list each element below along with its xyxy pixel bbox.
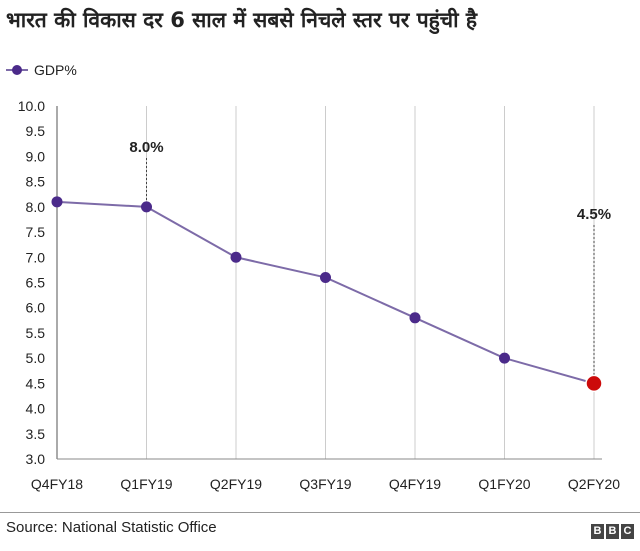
legend-label: GDP% <box>34 62 77 78</box>
bbc-logo: B B C <box>591 524 634 539</box>
y-tick-label: 8.0 <box>26 199 46 215</box>
logo-letter: C <box>621 524 634 539</box>
x-tick-label: Q2FY20 <box>568 476 620 492</box>
data-point-highlight <box>585 374 603 393</box>
y-tick-label: 10.0 <box>18 98 45 114</box>
y-tick-label: 5.0 <box>26 350 46 366</box>
legend: GDP% <box>6 62 77 78</box>
logo-letter: B <box>591 524 604 539</box>
y-tick-label: 7.5 <box>26 224 46 240</box>
data-point <box>141 201 152 213</box>
x-tick-label: Q1FY19 <box>120 476 172 492</box>
y-tick-label: 6.0 <box>26 300 46 316</box>
y-tick-label: 4.0 <box>26 401 46 417</box>
line-chart: 10.0 9.5 9.0 8.5 8.0 7.5 7.0 6.5 6.0 5.5 5.0 4.5 4.0… <box>18 98 621 492</box>
source-note: Source: National Statistic Office <box>6 519 217 536</box>
y-tick-label: 9.5 <box>26 123 46 139</box>
y-tick-label: 4.5 <box>26 375 46 391</box>
y-tick-label: 3.5 <box>26 426 46 442</box>
data-point <box>320 271 331 283</box>
y-tick-label: 6.5 <box>26 275 46 291</box>
y-tick-label: 8.5 <box>26 174 46 190</box>
x-tick-label: Q1FY20 <box>478 476 530 492</box>
annotation-label: 4.5% <box>577 206 611 223</box>
data-point <box>409 312 421 324</box>
data-point <box>51 196 63 208</box>
y-tick-label: 9.0 <box>26 148 46 164</box>
y-tick-label: 5.5 <box>26 325 46 341</box>
legend-marker-icon <box>6 65 28 75</box>
logo-letter: B <box>606 524 619 539</box>
chart-title: भारत की विकास दर 6 साल में सबसे निचले स्… <box>6 8 478 32</box>
x-tick-label: Q2FY19 <box>210 476 262 492</box>
data-point <box>499 352 510 364</box>
annotation-label: 8.0% <box>129 139 163 156</box>
footer-divider <box>0 512 640 513</box>
data-point <box>230 251 242 263</box>
x-tick-label: Q4FY19 <box>389 476 441 492</box>
x-tick-label: Q3FY19 <box>299 476 351 492</box>
x-tick-label: Q4FY18 <box>31 476 83 492</box>
y-tick-label: 7.0 <box>26 249 46 265</box>
y-tick-label: 3.0 <box>26 451 46 467</box>
